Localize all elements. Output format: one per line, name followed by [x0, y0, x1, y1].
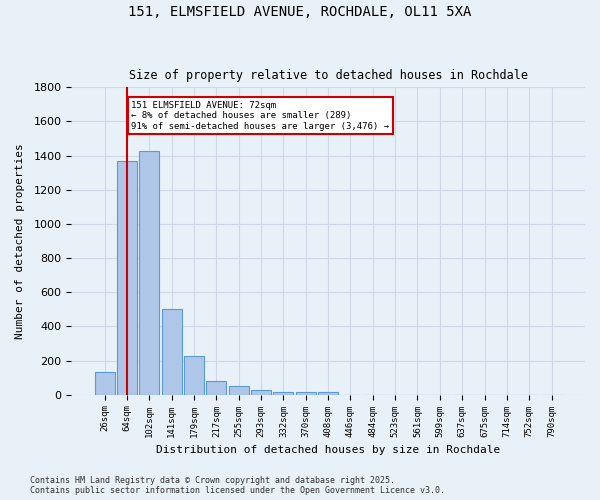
Bar — [161, 310, 182, 394]
Bar — [139, 150, 160, 394]
Text: 151 ELMSFIELD AVENUE: 72sqm
← 8% of detached houses are smaller (289)
91% of sem: 151 ELMSFIELD AVENUE: 72sqm ← 8% of deta… — [131, 101, 389, 131]
Title: Size of property relative to detached houses in Rochdale: Size of property relative to detached ho… — [128, 69, 527, 82]
X-axis label: Distribution of detached houses by size in Rochdale: Distribution of detached houses by size … — [156, 445, 500, 455]
Bar — [206, 381, 226, 394]
Text: Contains HM Land Registry data © Crown copyright and database right 2025.
Contai: Contains HM Land Registry data © Crown c… — [30, 476, 445, 495]
Text: 151, ELMSFIELD AVENUE, ROCHDALE, OL11 5XA: 151, ELMSFIELD AVENUE, ROCHDALE, OL11 5X… — [128, 5, 472, 19]
Bar — [296, 392, 316, 394]
Bar — [184, 356, 204, 395]
Bar — [229, 386, 249, 394]
Y-axis label: Number of detached properties: Number of detached properties — [15, 143, 25, 339]
Bar — [274, 392, 293, 394]
Bar — [318, 392, 338, 394]
Bar — [251, 390, 271, 394]
Bar — [117, 161, 137, 394]
Bar — [95, 372, 115, 394]
